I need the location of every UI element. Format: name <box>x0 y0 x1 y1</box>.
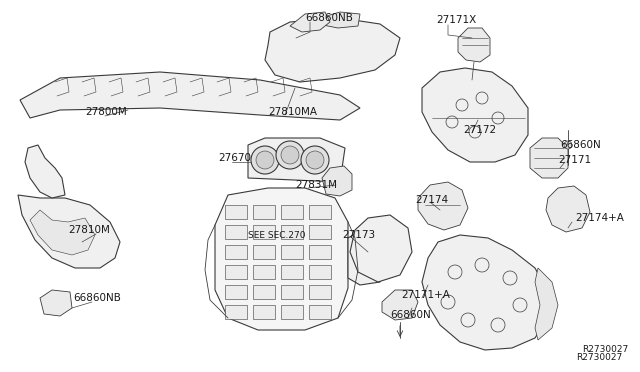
Bar <box>309 225 331 239</box>
Polygon shape <box>318 12 360 28</box>
Polygon shape <box>382 290 418 320</box>
Polygon shape <box>18 195 120 268</box>
Polygon shape <box>30 210 95 255</box>
Circle shape <box>251 146 279 174</box>
Bar <box>281 285 303 299</box>
Text: 66860N: 66860N <box>560 140 601 150</box>
Text: 27174: 27174 <box>415 195 448 205</box>
Text: 66860NB: 66860NB <box>73 293 121 303</box>
Text: 27810M: 27810M <box>68 225 110 235</box>
Polygon shape <box>422 235 548 350</box>
Text: 27174+A: 27174+A <box>575 213 624 223</box>
Polygon shape <box>458 28 490 62</box>
Circle shape <box>564 141 572 149</box>
Bar <box>309 285 331 299</box>
Bar <box>253 225 275 239</box>
Bar <box>281 205 303 219</box>
Text: 27831M: 27831M <box>295 180 337 190</box>
Text: 27800M: 27800M <box>85 107 127 117</box>
Polygon shape <box>248 138 345 182</box>
Polygon shape <box>348 225 390 285</box>
Text: SEE SEC.270: SEE SEC.270 <box>248 231 305 240</box>
Bar <box>225 305 247 319</box>
Bar <box>309 305 331 319</box>
Text: 66860NB: 66860NB <box>305 13 353 23</box>
Bar <box>253 205 275 219</box>
Polygon shape <box>530 138 568 178</box>
Polygon shape <box>290 12 330 32</box>
Polygon shape <box>322 166 352 196</box>
Bar <box>225 245 247 259</box>
Text: 27171: 27171 <box>558 155 591 165</box>
Bar <box>281 225 303 239</box>
Bar <box>309 245 331 259</box>
Bar <box>281 245 303 259</box>
Circle shape <box>256 151 274 169</box>
Polygon shape <box>40 290 72 316</box>
Bar <box>309 265 331 279</box>
Polygon shape <box>20 72 360 120</box>
Polygon shape <box>25 145 65 198</box>
Text: 27173: 27173 <box>342 230 375 240</box>
Circle shape <box>276 141 304 169</box>
Text: 27172: 27172 <box>463 125 496 135</box>
Text: R2730027: R2730027 <box>576 353 622 362</box>
Bar <box>253 285 275 299</box>
Polygon shape <box>535 268 558 340</box>
Bar <box>253 305 275 319</box>
Bar <box>253 245 275 259</box>
Bar <box>225 205 247 219</box>
Polygon shape <box>422 68 528 162</box>
Polygon shape <box>546 186 590 232</box>
Polygon shape <box>215 188 348 330</box>
Circle shape <box>301 146 329 174</box>
Text: 66860N: 66860N <box>390 310 431 320</box>
Text: 27810MA: 27810MA <box>268 107 317 117</box>
Bar <box>225 265 247 279</box>
Text: 27171+A: 27171+A <box>401 290 450 300</box>
Polygon shape <box>350 215 412 282</box>
Polygon shape <box>418 182 468 230</box>
Text: 27171X: 27171X <box>436 15 476 25</box>
Bar <box>281 305 303 319</box>
Circle shape <box>281 146 299 164</box>
Text: 27670: 27670 <box>218 153 251 163</box>
Circle shape <box>306 151 324 169</box>
Bar <box>253 265 275 279</box>
Bar <box>309 205 331 219</box>
Text: R2730027: R2730027 <box>582 346 628 355</box>
Bar <box>225 225 247 239</box>
Bar <box>225 285 247 299</box>
Polygon shape <box>265 18 400 82</box>
Bar <box>281 265 303 279</box>
